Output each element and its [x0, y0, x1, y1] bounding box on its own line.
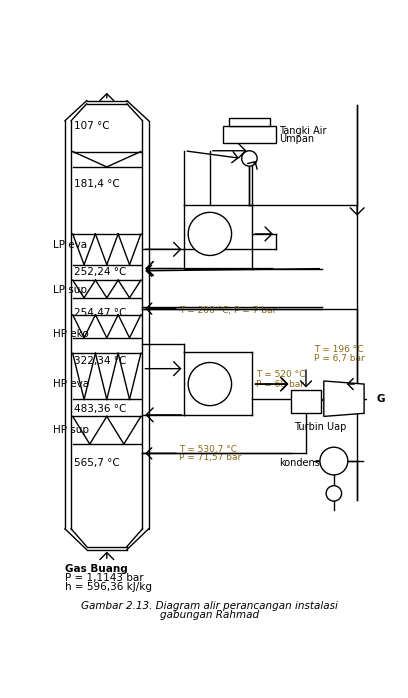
- Text: 565,7 °C: 565,7 °C: [74, 458, 120, 468]
- Text: T = 196 °C: T = 196 °C: [315, 345, 364, 354]
- Text: Σ: Σ: [330, 454, 338, 468]
- Text: LP: LP: [201, 228, 218, 240]
- Text: Gambar 2.13. Diagram alir perancangan instalasi: Gambar 2.13. Diagram alir perancangan in…: [81, 601, 337, 611]
- Text: P = 68 bar: P = 68 bar: [256, 380, 304, 389]
- Text: T = 200 °C, P = 7 bar: T = 200 °C, P = 7 bar: [179, 306, 276, 315]
- Text: LP: LP: [338, 394, 350, 403]
- Text: G: G: [377, 394, 386, 403]
- Bar: [223, 126, 276, 143]
- Text: Turbin Uap: Turbin Uap: [294, 422, 346, 432]
- Text: 107 °C: 107 °C: [74, 121, 110, 131]
- Text: P = 1,1143 bar: P = 1,1143 bar: [65, 573, 144, 583]
- Text: 181,4 °C: 181,4 °C: [74, 179, 120, 189]
- Text: kondensor: kondensor: [279, 458, 330, 468]
- Text: HP sup: HP sup: [53, 425, 89, 436]
- Text: gabungan Rahmad: gabungan Rahmad: [160, 610, 259, 620]
- Text: P = 6,7 bar: P = 6,7 bar: [315, 354, 365, 363]
- Text: 252,24 °C: 252,24 °C: [74, 267, 126, 277]
- Circle shape: [326, 486, 341, 501]
- Text: HP eva: HP eva: [53, 379, 89, 389]
- Text: Umpan: Umpan: [279, 134, 314, 144]
- Circle shape: [320, 447, 348, 475]
- Polygon shape: [324, 381, 364, 417]
- Text: h = 596,36 kJ/kg: h = 596,36 kJ/kg: [65, 582, 152, 593]
- Bar: [229, 119, 270, 126]
- Bar: [291, 390, 321, 413]
- Text: HP: HP: [299, 396, 313, 407]
- Text: 254,47 °C: 254,47 °C: [74, 309, 126, 318]
- Circle shape: [188, 212, 232, 255]
- Text: 322,34 °C: 322,34 °C: [74, 356, 126, 366]
- Text: T = 530,7 °C: T = 530,7 °C: [179, 445, 237, 454]
- Circle shape: [188, 362, 232, 406]
- Text: HP: HP: [200, 378, 220, 391]
- Text: Gas Buang: Gas Buang: [65, 564, 128, 574]
- Text: LP eva: LP eva: [53, 240, 86, 251]
- Text: P = 71,57 bar: P = 71,57 bar: [179, 454, 241, 463]
- Text: Tangki Air: Tangki Air: [279, 126, 326, 137]
- Circle shape: [242, 151, 257, 166]
- Text: HP eko: HP eko: [53, 329, 88, 339]
- Text: 483,36 °C: 483,36 °C: [74, 403, 126, 414]
- Circle shape: [369, 387, 394, 411]
- Text: LP sup: LP sup: [53, 285, 86, 295]
- Text: T = 520 °C: T = 520 °C: [256, 371, 306, 379]
